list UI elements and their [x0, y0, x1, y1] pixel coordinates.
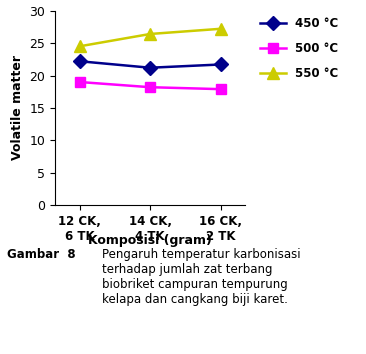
- Text: Pengaruh temperatur karbonisasi
terhadap jumlah zat terbang
biobriket campuran t: Pengaruh temperatur karbonisasi terhadap…: [102, 248, 301, 306]
- Y-axis label: Volatile matter: Volatile matter: [11, 56, 24, 160]
- Line: 450 °C: 450 °C: [75, 56, 225, 73]
- 550 °C: [148, 32, 152, 36]
- 550 °C: [77, 44, 82, 48]
- Legend: 450 °C, 500 °C, 550 °C: 450 °C, 500 °C, 550 °C: [255, 13, 343, 85]
- 500 °C: [219, 87, 223, 91]
- 450 °C: [219, 62, 223, 67]
- Line: 500 °C: 500 °C: [75, 77, 225, 94]
- 450 °C: [148, 65, 152, 70]
- 500 °C: [77, 80, 82, 84]
- Text: Komposisi (gram): Komposisi (gram): [88, 234, 212, 247]
- Text: Gambar  8: Gambar 8: [7, 248, 76, 261]
- 450 °C: [77, 59, 82, 63]
- 550 °C: [219, 27, 223, 31]
- 500 °C: [148, 85, 152, 89]
- Line: 550 °C: 550 °C: [74, 23, 226, 52]
